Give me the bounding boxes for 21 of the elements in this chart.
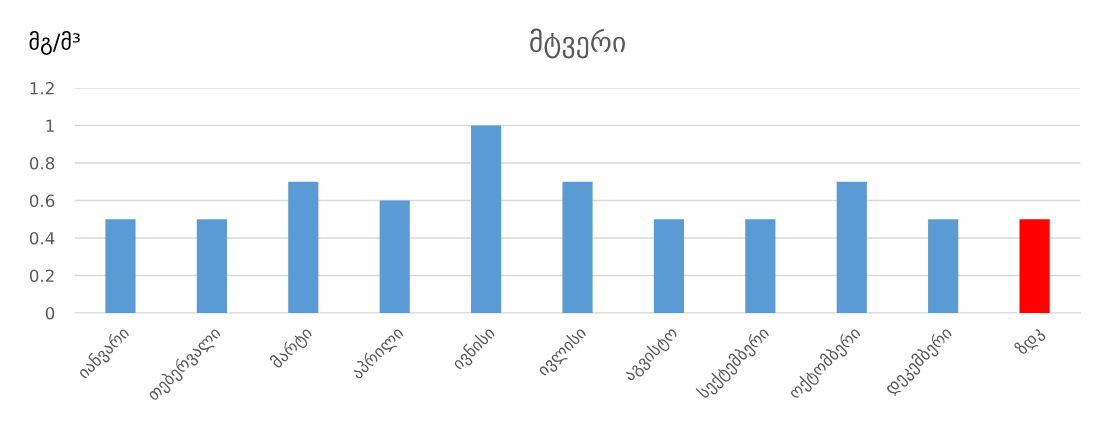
bar <box>745 219 776 314</box>
y-axis-title: მგ/მ³ <box>29 31 80 55</box>
y-tick-label: 0.2 <box>29 269 54 283</box>
bar <box>653 219 685 314</box>
bar <box>562 181 593 314</box>
bar <box>928 219 959 314</box>
y-tick-label: 1.2 <box>30 81 54 95</box>
y-tick-label: 0.4 <box>29 231 55 245</box>
x-tick-label: ზდკ <box>1013 324 1047 359</box>
y-tick-label: 0.6 <box>29 194 55 208</box>
bar <box>379 200 410 314</box>
y-tick-label: 0 <box>45 306 55 320</box>
y-tick-label: 1 <box>46 119 54 132</box>
y-tick-label: 0.8 <box>29 156 55 170</box>
chart-title: მტვერი <box>530 28 625 59</box>
bar <box>105 219 136 314</box>
bar <box>1019 219 1050 314</box>
bar <box>471 125 502 314</box>
bar <box>288 181 319 314</box>
bar <box>196 219 227 314</box>
bar <box>836 181 867 314</box>
